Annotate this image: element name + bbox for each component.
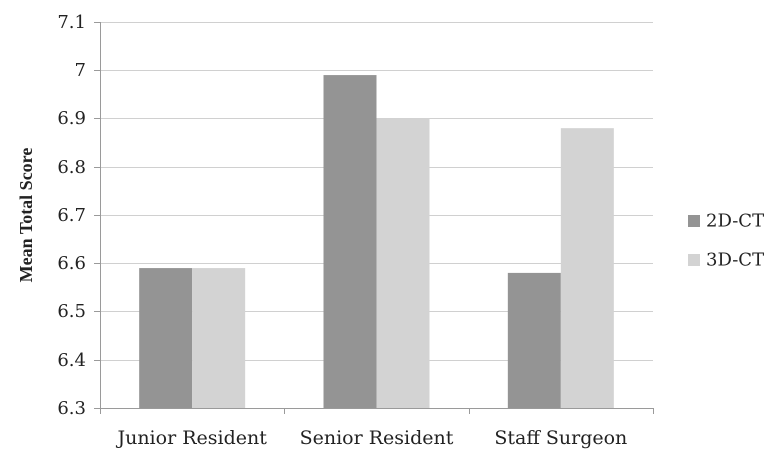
y-tick-label: 6.6 xyxy=(57,253,86,274)
bar-2d-ct-senior-resident xyxy=(323,75,377,408)
axes xyxy=(100,22,654,414)
y-tick-label: 7.1 xyxy=(57,12,86,33)
x-tick-labels: Junior Resident Senior Resident Staff Surg… xyxy=(115,427,627,449)
y-axis-title: Mean Total Score xyxy=(16,148,36,283)
bar-3d-ct-staff-surgeon xyxy=(560,128,614,408)
x-tick-label: Junior Resident xyxy=(115,427,267,449)
bar-2d-ct-junior-resident xyxy=(139,268,193,408)
legend-label: 2D-CT xyxy=(706,211,764,232)
y-tick-label: 6.3 xyxy=(57,398,86,419)
y-tick-label: 6.5 xyxy=(57,301,86,322)
legend-label: 3D-CT xyxy=(706,250,764,271)
legend-swatch-2d-ct xyxy=(688,215,700,227)
y-tick-label: 7 xyxy=(75,60,86,81)
x-tick-label: Senior Resident xyxy=(300,427,454,449)
bar-3d-ct-junior-resident xyxy=(192,268,246,408)
x-tick-label: Staff Surgeon xyxy=(494,427,627,449)
legend: 2D-CT 3D-CT xyxy=(688,211,764,271)
y-tick-label: 6.8 xyxy=(57,157,86,178)
y-tick-label: 6.9 xyxy=(57,108,86,129)
y-tick-label: 6.4 xyxy=(57,350,86,371)
bars xyxy=(139,75,614,408)
bar-3d-ct-senior-resident xyxy=(376,118,430,408)
legend-swatch-3d-ct xyxy=(688,254,700,266)
bar-2d-ct-staff-surgeon xyxy=(507,272,561,408)
y-tick-label: 6.7 xyxy=(57,205,86,226)
y-tick-labels: 6.3 6.4 6.5 6.6 6.7 6.8 6.9 7 7.1 xyxy=(57,12,86,419)
